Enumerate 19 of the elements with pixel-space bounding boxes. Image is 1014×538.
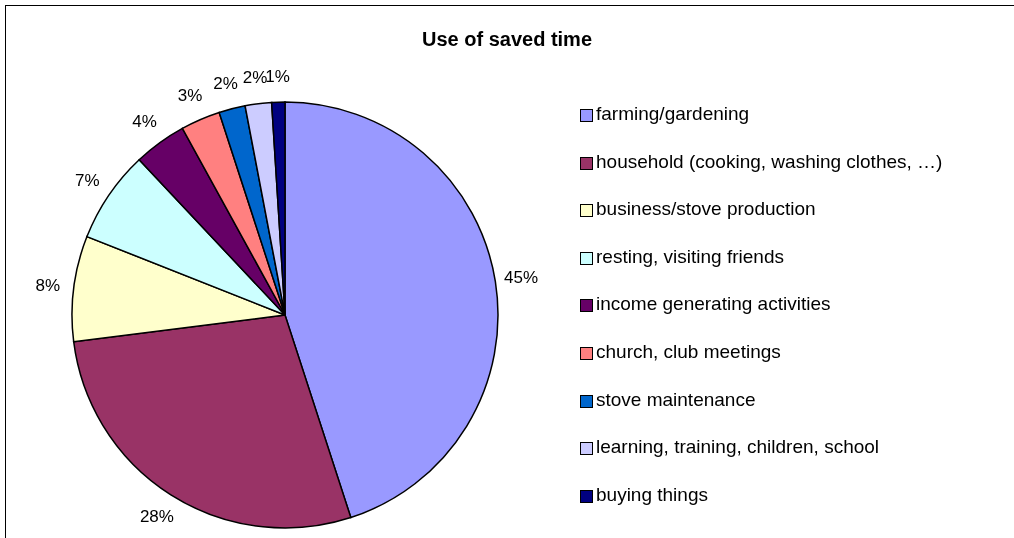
legend-label: stove maintenance xyxy=(596,388,756,410)
data-label: 28% xyxy=(139,507,174,527)
legend-label: business/stove production xyxy=(596,198,816,220)
legend-label: buying things xyxy=(596,483,708,505)
data-label: 3% xyxy=(177,86,203,106)
data-label: 45% xyxy=(504,268,539,288)
legend-label: learning, training, children, school xyxy=(596,436,880,458)
legend-label: resting, visiting friends xyxy=(596,245,784,267)
data-label: 8% xyxy=(35,275,61,295)
data-label: 1% xyxy=(265,66,290,86)
legend-label: household (cooking, washing clothes, …) xyxy=(596,150,943,172)
data-label: 2% xyxy=(242,68,268,88)
chart-title: Use of saved time xyxy=(420,28,594,51)
legend-label: church, club meetings xyxy=(596,340,781,362)
data-label: 4% xyxy=(132,112,157,132)
data-label: 7% xyxy=(75,171,100,191)
data-label: 2% xyxy=(213,74,238,94)
legend-label: income generating activities xyxy=(596,293,831,315)
legend-label: farming/gardening xyxy=(596,103,750,124)
